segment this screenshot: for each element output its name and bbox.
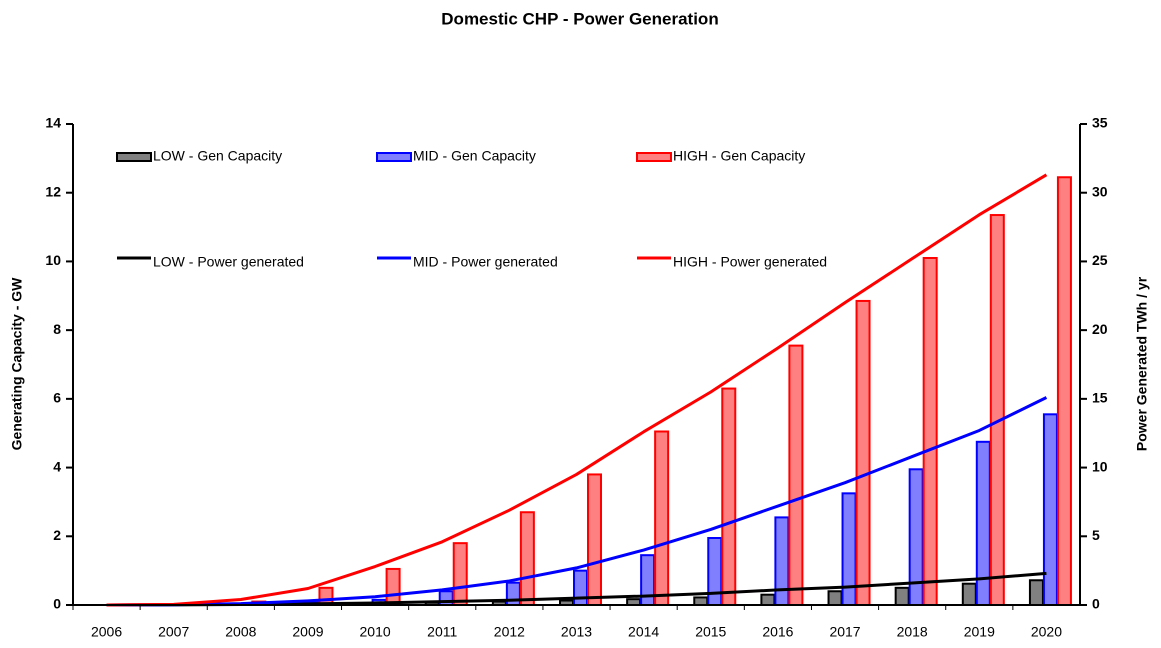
bar: [1028, 579, 1044, 607]
y-axis-title: Generating Capacity - GW: [9, 277, 25, 450]
x-tick-label: 2010: [360, 624, 391, 640]
line-series: [106, 173, 1048, 607]
y2-tick-label: 10: [1092, 458, 1108, 474]
bar: [573, 569, 588, 607]
legend-swatch: [636, 152, 672, 162]
x-tick-label: 2017: [829, 624, 860, 640]
x-tick-label: 2008: [225, 624, 256, 640]
y2-tick-label: 5: [1092, 527, 1100, 543]
legend-swatch: [116, 152, 152, 162]
x-tick-label: 2019: [964, 624, 995, 640]
bar: [1056, 176, 1072, 606]
bar: [452, 542, 468, 607]
bar: [587, 473, 602, 607]
legend-label: MID - Gen Capacity: [413, 148, 536, 164]
legend-label: LOW - Power generated: [153, 254, 304, 270]
bar: [654, 430, 670, 606]
bar: [922, 256, 938, 606]
y2-axis-title: Power Generated TWh / yr: [1134, 276, 1150, 451]
bar: [693, 596, 709, 606]
chart-title: Domestic CHP - Power Generation: [441, 9, 718, 28]
x-tick-label: 2012: [494, 624, 525, 640]
y2-tick-label: 30: [1092, 183, 1108, 199]
bar: [707, 537, 723, 607]
y-tick-label: 14: [45, 115, 61, 131]
x-tick-label: 2014: [628, 624, 659, 640]
x-tick-label: 2020: [1031, 624, 1062, 640]
bar: [827, 590, 843, 606]
bar: [774, 516, 790, 606]
x-tick-label: 2011: [427, 624, 457, 640]
y-tick-label: 12: [45, 183, 61, 199]
y2-tick-label: 35: [1092, 115, 1108, 131]
bar: [989, 214, 1005, 607]
bar: [1042, 413, 1058, 607]
bar: [519, 511, 535, 606]
legend-label: HIGH - Gen Capacity: [673, 148, 805, 164]
line-series: [106, 396, 1048, 607]
bar: [908, 468, 924, 606]
bar: [961, 582, 977, 606]
bar: [760, 593, 776, 607]
bar: [788, 344, 804, 606]
x-tick-label: 2013: [561, 624, 592, 640]
x-tick-label: 2015: [695, 624, 726, 640]
legend-label: HIGH - Power generated: [673, 254, 827, 270]
y-tick-label: 10: [45, 252, 61, 268]
y-tick-label: 6: [53, 390, 61, 406]
x-tick-label: 2009: [292, 624, 323, 640]
bar: [975, 440, 991, 606]
legend-swatch: [376, 152, 412, 162]
y-tick-label: 4: [53, 458, 61, 474]
legend-label: LOW - Gen Capacity: [153, 148, 282, 164]
bar: [721, 387, 737, 606]
y2-tick-label: 15: [1092, 390, 1108, 406]
x-tick-label: 2006: [91, 624, 122, 640]
bar: [894, 586, 910, 606]
legend-label: MID - Power generated: [413, 254, 558, 270]
x-tick-label: 2007: [158, 624, 189, 640]
y-tick-label: 0: [53, 596, 61, 612]
y-tick-label: 8: [53, 321, 61, 337]
y-tick-label: 2: [53, 527, 61, 543]
bar: [385, 567, 401, 606]
y2-tick-label: 0: [1092, 596, 1100, 612]
y2-tick-label: 20: [1092, 321, 1108, 337]
bar: [855, 299, 871, 606]
y2-tick-label: 25: [1092, 252, 1108, 268]
x-tick-label: 2016: [762, 624, 793, 640]
x-tick-label: 2018: [897, 624, 928, 640]
